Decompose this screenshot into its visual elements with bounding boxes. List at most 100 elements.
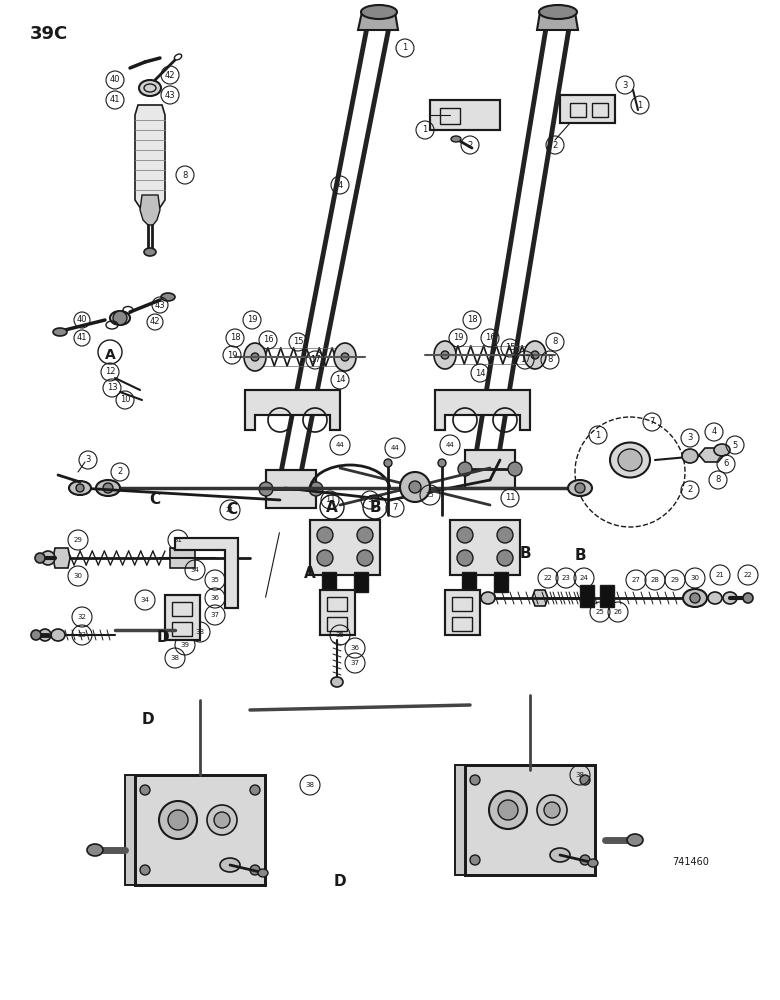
Polygon shape — [140, 195, 160, 225]
Text: 17: 17 — [310, 356, 321, 364]
Text: 3: 3 — [85, 456, 90, 464]
Ellipse shape — [340, 350, 350, 364]
Bar — [452, 597, 472, 611]
Circle shape — [458, 462, 472, 476]
Ellipse shape — [434, 341, 456, 369]
Text: 7: 7 — [649, 418, 654, 426]
Text: 4: 4 — [338, 180, 342, 190]
Circle shape — [357, 527, 373, 543]
Ellipse shape — [361, 5, 397, 19]
Bar — [455, 765, 465, 875]
Text: 18: 18 — [466, 316, 477, 324]
Bar — [125, 775, 135, 885]
Bar — [440, 108, 460, 124]
Text: 1: 1 — [402, 43, 408, 52]
Bar — [465, 765, 595, 875]
Text: 24: 24 — [580, 575, 588, 581]
Ellipse shape — [39, 629, 51, 641]
Bar — [165, 595, 200, 640]
Circle shape — [140, 785, 150, 795]
Text: 41: 41 — [76, 334, 87, 342]
Circle shape — [400, 472, 430, 502]
Text: 8: 8 — [552, 338, 558, 347]
Text: 741460: 741460 — [672, 857, 709, 867]
Text: 12: 12 — [105, 367, 115, 376]
Bar — [266, 470, 316, 508]
Bar — [310, 520, 380, 575]
Ellipse shape — [341, 353, 349, 361]
Bar — [170, 548, 195, 568]
Text: 14: 14 — [475, 368, 485, 377]
Text: 30: 30 — [690, 575, 700, 581]
Text: 3: 3 — [687, 434, 693, 442]
Text: 19: 19 — [246, 316, 257, 324]
Bar — [445, 590, 480, 635]
Bar — [465, 450, 515, 488]
Bar — [455, 765, 465, 875]
Circle shape — [497, 550, 513, 566]
Circle shape — [357, 550, 373, 566]
Ellipse shape — [530, 348, 540, 362]
Text: A: A — [304, 566, 316, 582]
Text: D: D — [334, 874, 346, 890]
Text: 38: 38 — [576, 772, 584, 778]
Bar — [322, 572, 336, 592]
Ellipse shape — [683, 589, 707, 607]
Ellipse shape — [168, 810, 188, 830]
Text: 6: 6 — [723, 460, 729, 468]
Ellipse shape — [139, 80, 161, 96]
Text: 41: 41 — [110, 96, 120, 104]
Bar — [135, 775, 265, 885]
Text: 2: 2 — [467, 140, 473, 149]
Text: 36: 36 — [350, 645, 360, 651]
Text: 27: 27 — [632, 577, 640, 583]
Ellipse shape — [714, 444, 730, 456]
Ellipse shape — [31, 630, 41, 640]
Text: 15: 15 — [505, 344, 516, 353]
Bar — [465, 765, 595, 875]
Text: 16: 16 — [263, 336, 273, 344]
Text: 11: 11 — [324, 495, 335, 504]
Ellipse shape — [384, 459, 392, 467]
Ellipse shape — [690, 593, 700, 603]
Text: 19: 19 — [452, 334, 463, 342]
Ellipse shape — [214, 812, 230, 828]
Ellipse shape — [568, 480, 592, 496]
Bar — [430, 100, 500, 130]
Ellipse shape — [35, 553, 45, 563]
Text: B: B — [519, 546, 531, 562]
Ellipse shape — [96, 480, 120, 496]
Bar — [320, 590, 355, 635]
Text: 22: 22 — [743, 572, 753, 578]
Text: 23: 23 — [562, 575, 570, 581]
Text: 22: 22 — [544, 575, 552, 581]
Bar — [135, 775, 265, 885]
Bar — [172, 622, 192, 636]
Text: 9: 9 — [367, 495, 373, 504]
Text: 44: 44 — [445, 442, 455, 448]
Text: 1: 1 — [595, 430, 601, 440]
Text: 21: 21 — [715, 572, 725, 578]
Ellipse shape — [159, 801, 197, 839]
Text: 33: 33 — [77, 632, 87, 638]
Bar — [450, 520, 520, 575]
Ellipse shape — [331, 677, 343, 687]
Text: A: A — [105, 348, 115, 362]
Ellipse shape — [258, 869, 268, 877]
Ellipse shape — [207, 805, 237, 835]
Circle shape — [309, 482, 323, 496]
Bar — [494, 572, 508, 592]
Ellipse shape — [451, 136, 461, 142]
Bar — [580, 585, 594, 607]
Polygon shape — [135, 105, 165, 215]
Ellipse shape — [575, 483, 585, 493]
Text: 42: 42 — [165, 70, 176, 80]
Text: 44: 44 — [391, 445, 399, 451]
Ellipse shape — [524, 341, 546, 369]
Text: 29: 29 — [73, 537, 83, 543]
Ellipse shape — [550, 848, 570, 862]
Ellipse shape — [69, 481, 91, 495]
Circle shape — [508, 462, 522, 476]
Circle shape — [470, 775, 480, 785]
Circle shape — [580, 775, 590, 785]
